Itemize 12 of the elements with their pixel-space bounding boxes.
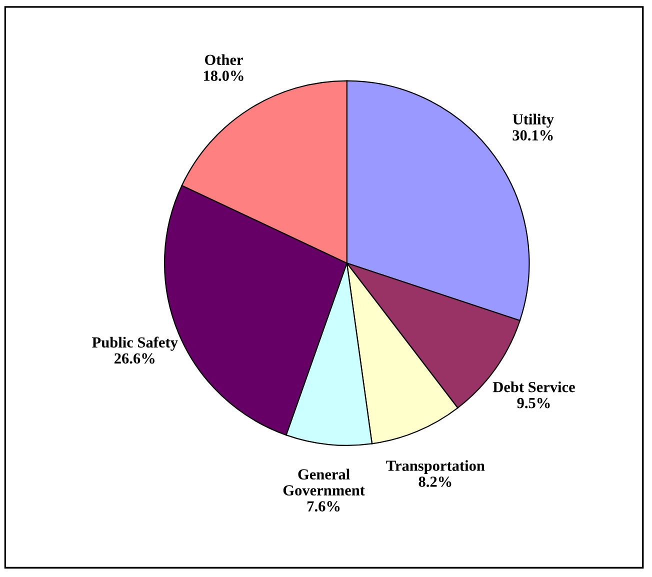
data-label: 9.5% — [517, 398, 550, 408]
data-label: 8.2% — [418, 476, 452, 487]
slice-label: Public Safety — [92, 336, 178, 351]
slice-label: Debt Service — [492, 381, 575, 392]
slice-label: General Government — [283, 468, 365, 496]
data-label: 7.6% — [307, 501, 340, 512]
data-label: 18.0% — [204, 70, 244, 82]
slice-label: Other — [204, 54, 243, 65]
data-label: 30.1% — [512, 130, 553, 141]
data-label: 26.6% — [114, 353, 154, 364]
slice-label: Transportation — [386, 460, 485, 474]
slice-label: Utility — [512, 114, 554, 128]
